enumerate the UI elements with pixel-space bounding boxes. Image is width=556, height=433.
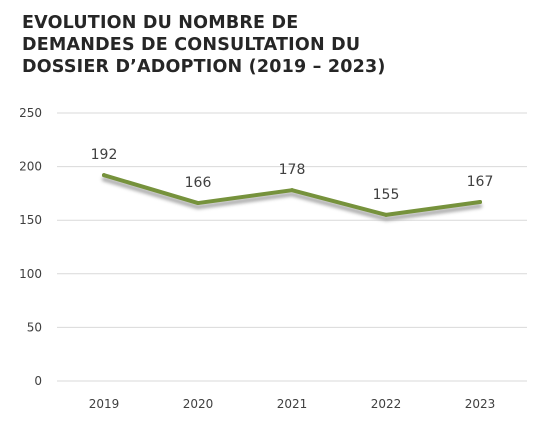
data-label: 167	[467, 174, 494, 190]
y-tick-label: 0	[34, 374, 42, 388]
y-axis: 0 50 100 150 200 250	[19, 106, 42, 388]
data-label: 166	[185, 175, 212, 191]
chart-title-line-2: DEMANDES DE CONSULTATION DU	[22, 35, 361, 55]
data-point	[290, 188, 294, 193]
x-tick-label: 2019	[89, 397, 120, 411]
x-tick-label: 2020	[183, 397, 214, 411]
data-label: 178	[279, 162, 306, 178]
gridlines	[57, 112, 527, 382]
chart-title: EVOLUTION DU NOMBRE DE DEMANDES DE CONSU…	[22, 12, 462, 78]
y-tick-label: 100	[19, 267, 42, 281]
x-axis: 2019 2020 2021 2022 2023	[89, 397, 496, 411]
data-point	[384, 212, 388, 217]
data-labels: 192 166 178 155 167	[91, 147, 494, 203]
chart-title-line-3: DOSSIER D’ADOPTION (2019 – 2023)	[22, 57, 386, 77]
data-point	[478, 199, 482, 204]
x-tick-label: 2022	[371, 397, 402, 411]
data-label: 192	[91, 147, 118, 163]
y-tick-label: 150	[19, 213, 42, 227]
x-tick-label: 2023	[465, 397, 496, 411]
data-point	[102, 173, 106, 178]
data-label: 155	[373, 187, 400, 203]
y-tick-label: 50	[27, 320, 42, 334]
x-tick-label: 2021	[277, 397, 308, 411]
y-tick-label: 200	[19, 160, 42, 174]
y-tick-label: 250	[19, 106, 42, 120]
data-point	[196, 201, 200, 206]
series	[101, 173, 483, 222]
chart-title-line-1: EVOLUTION DU NOMBRE DE	[22, 13, 299, 33]
series-line-shadow	[101, 176, 483, 222]
